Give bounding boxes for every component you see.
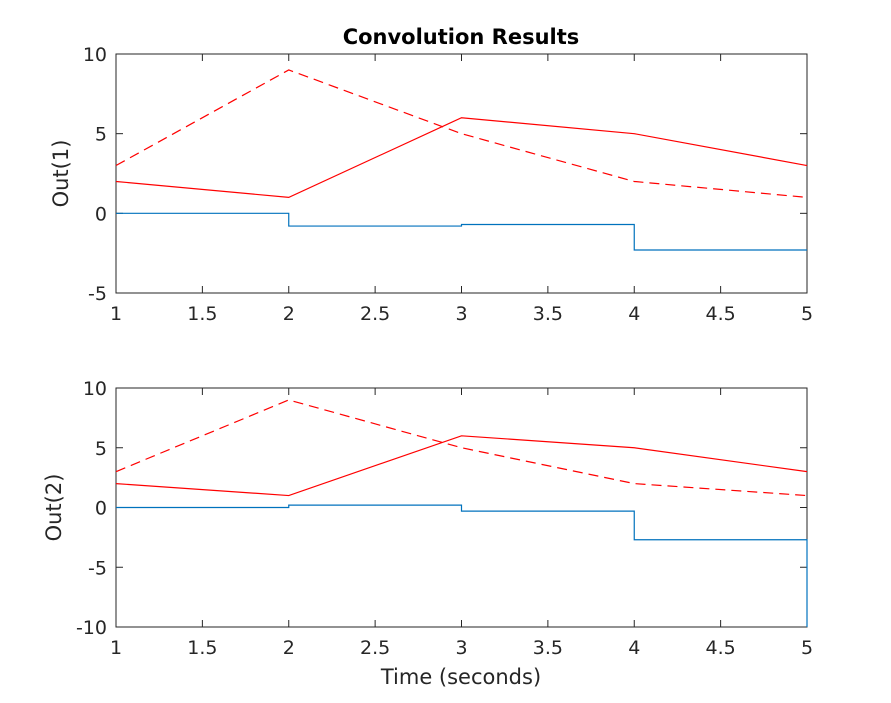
x-tick-label: 5: [801, 303, 813, 325]
y-tick-label: 5: [95, 124, 107, 146]
x-tick-label: 1: [110, 637, 122, 659]
x-tick-label: 4.5: [706, 303, 736, 325]
series-line-1: [115, 117, 808, 199]
y-tick-label: -5: [88, 557, 107, 579]
y-tick-label: -10: [76, 617, 107, 639]
series-line-3: [116, 504, 808, 627]
y-tick-label: 0: [95, 203, 107, 225]
series-line-1: [115, 435, 808, 497]
y-tick-label: 10: [83, 44, 107, 66]
x-tick-label: 1.5: [187, 637, 217, 659]
x-tick-label: 1: [110, 303, 122, 325]
x-tick-label: 3.5: [533, 303, 563, 325]
y-tick-label: -5: [88, 283, 107, 305]
x-tick-label: 3: [455, 637, 467, 659]
x-tick-label: 4: [628, 303, 640, 325]
y-axis-label: Out(1): [49, 140, 73, 208]
x-tick-label: 4.5: [706, 637, 736, 659]
series-line-2: [115, 69, 808, 198]
series-line-2: [115, 399, 808, 497]
chart-title: Convolution Results: [343, 25, 580, 49]
subplot-out1: 1 1.5 2 2.5 3 3.5 4 4.5 5 -5 0 5 10 Out(1): [49, 44, 813, 325]
y-tick-label: 10: [83, 378, 107, 400]
x-tick-label: 3.5: [533, 637, 563, 659]
series-line-3: [116, 212, 807, 251]
x-tick-label: 3: [455, 303, 467, 325]
subplot-out2: 1 1.5 2 2.5 3 3.5 4 4.5 5 -10 -5 0 5 10 Out(2): [42, 378, 813, 659]
x-axis-label: Time (seconds): [380, 665, 541, 689]
plot-area: [115, 53, 808, 294]
x-tick-label: 2.5: [360, 303, 390, 325]
y-tick-label: 0: [95, 498, 107, 520]
x-tick-label: 2: [283, 637, 295, 659]
y-tick-label: 5: [95, 438, 107, 460]
x-tick-label: 5: [801, 637, 813, 659]
x-tick-label: 2: [283, 303, 295, 325]
y-axis-label: Out(2): [42, 474, 66, 542]
x-tick-label: 1.5: [187, 303, 217, 325]
x-tick-label: 2.5: [360, 637, 390, 659]
x-tick-label: 4: [628, 637, 640, 659]
